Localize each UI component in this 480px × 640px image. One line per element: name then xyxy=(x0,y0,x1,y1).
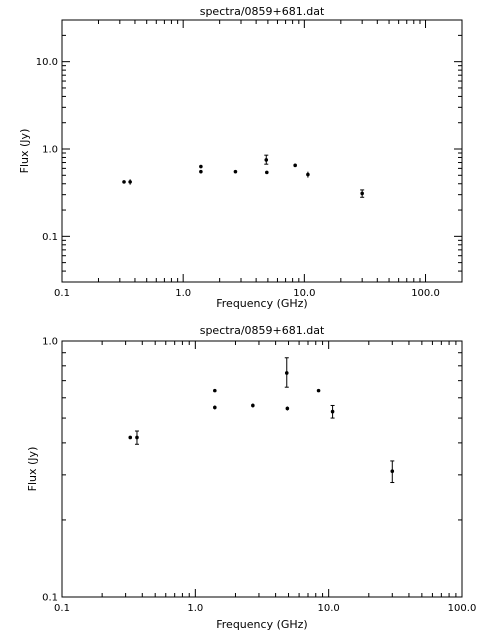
chart-bottom-ylabel: Flux (Jy) xyxy=(26,447,39,492)
x-tick-label: 0.1 xyxy=(54,288,70,299)
x-tick-label: 1.0 xyxy=(175,288,191,299)
chart-bottom: spectra/0859+681.dat 0.1 1.0 10.0 100.0 0.1… xyxy=(26,324,476,631)
data-point xyxy=(128,435,133,440)
data-point xyxy=(284,371,289,375)
chart-bottom-xlabel: Frequency (GHz) xyxy=(216,618,307,631)
y-tick-label: 0.1 xyxy=(42,232,58,243)
y-tick-label: 1.0 xyxy=(42,337,58,348)
chart-bottom-x-ticks: 0.1 1.0 10.0 100.0 xyxy=(54,341,476,614)
data-point xyxy=(306,172,310,177)
x-tick-label: 1.0 xyxy=(187,603,203,614)
data-point xyxy=(213,405,217,410)
data-point xyxy=(285,406,290,411)
y-tick-label: 1.0 xyxy=(42,145,58,156)
data-point xyxy=(122,180,126,184)
chart-top-points xyxy=(122,154,365,198)
chart-top-ylabel: Flux (Jy) xyxy=(18,129,31,174)
data-point xyxy=(199,164,203,169)
x-tick-label: 10.0 xyxy=(318,603,340,614)
data-point xyxy=(251,403,255,408)
data-point xyxy=(199,169,203,174)
x-tick-label: 100.0 xyxy=(448,603,477,614)
chart-bottom-y-ticks: 0.1 1.0 xyxy=(42,337,462,604)
data-point xyxy=(360,191,364,196)
y-tick-label: 0.1 xyxy=(42,593,58,604)
data-point xyxy=(213,388,217,393)
data-point xyxy=(316,388,321,393)
x-tick-label: 0.1 xyxy=(54,603,70,614)
data-point xyxy=(390,469,395,474)
chart-top: spectra/0859+681.dat 0.1 1.0 10.0 100.0 0.1… xyxy=(18,5,463,310)
chart-top-title: spectra/0859+681.dat xyxy=(200,5,325,18)
x-tick-label: 10.0 xyxy=(293,288,315,299)
chart-bottom-points xyxy=(128,357,395,484)
data-point xyxy=(265,170,269,175)
data-point xyxy=(330,409,335,414)
data-point xyxy=(264,158,269,162)
x-tick-label: 100.0 xyxy=(411,288,440,299)
data-point xyxy=(293,163,297,168)
y-tick-label: 10.0 xyxy=(36,57,58,68)
chart-top-x-ticks: 0.1 1.0 10.0 100.0 xyxy=(54,20,463,299)
chart-bottom-title: spectra/0859+681.dat xyxy=(200,324,325,337)
data-point xyxy=(233,169,238,174)
chart-top-frame xyxy=(61,19,463,283)
chart-bottom-frame xyxy=(61,340,463,598)
chart-top-xlabel: Frequency (GHz) xyxy=(216,297,307,310)
data-point xyxy=(128,180,132,184)
chart-top-y-ticks: 0.1 1.0 10.0 xyxy=(36,19,462,283)
data-point xyxy=(135,435,139,440)
